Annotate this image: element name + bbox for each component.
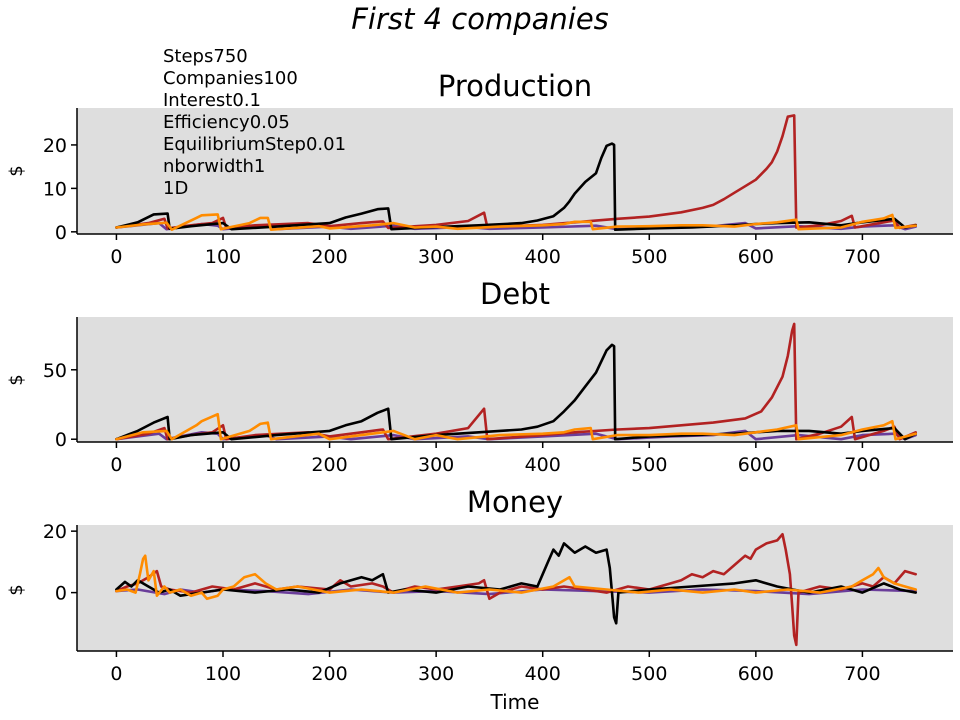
x-tick-label: 300 [418,663,454,685]
x-tick-label: 0 [110,246,122,268]
y-tick-label: 0 [55,429,67,451]
figure-title: First 4 companies [351,2,609,36]
series-group [115,532,918,647]
y-tick-label: 20 [43,135,67,157]
x-tick-label: 600 [738,663,774,685]
axis-ticks: 0 100 200 300 400 500 600 700 0 50 [43,360,881,476]
panel-money: Money $ 0 100 200 300 400 500 600 700 0 20 Time [6,485,953,714]
series-group [115,322,918,441]
y-tick-label: 20 [43,521,67,543]
x-tick-label: 200 [311,246,347,268]
x-axis-label: Time [490,690,540,714]
param-dimension: 1D [163,178,188,199]
x-tick-label: 600 [738,454,774,476]
param-equilibrium-step: EquilibriumStep0.01 [163,134,346,155]
x-tick-label: 100 [205,246,241,268]
y-axis-label: $ [6,165,27,176]
panel-production: Production $ 0 100 200 300 400 500 600 700 0 10 20 [6,69,953,268]
axis-ticks: 0 100 200 300 400 500 600 700 0 10 20 [43,135,881,268]
x-tick-label: 700 [844,454,880,476]
panel-title: Money [467,485,563,519]
x-tick-label: 500 [631,246,667,268]
series-line-4 [115,554,918,601]
y-tick-label: 0 [55,222,67,244]
series-line-4 [115,412,918,441]
series-group [115,114,918,231]
panel-title: Production [438,69,592,103]
x-tick-label: 400 [525,246,561,268]
axis-ticks: 0 100 200 300 400 500 600 700 0 20 [43,521,881,685]
x-tick-label: 300 [418,246,454,268]
y-tick-label: 0 [55,583,67,605]
x-tick-label: 700 [844,246,880,268]
x-tick-label: 100 [205,454,241,476]
series-line-4 [115,213,918,231]
x-tick-label: 0 [110,663,122,685]
y-axis-label: $ [6,584,27,595]
x-tick-label: 0 [110,454,122,476]
x-tick-label: 200 [311,663,347,685]
panel-debt: Debt $ 0 100 200 300 400 500 600 700 0 50 [6,277,953,476]
param-companies: Companies100 [163,68,298,89]
y-axis-label: $ [6,374,27,385]
x-tick-label: 600 [738,246,774,268]
x-tick-label: 500 [631,663,667,685]
x-tick-label: 500 [631,454,667,476]
x-tick-label: 400 [525,663,561,685]
panel-title: Debt [480,277,550,311]
param-efficiency: Efficiency0.05 [163,112,290,133]
x-tick-label: 300 [418,454,454,476]
plot-area [77,108,953,234]
plot-area [77,317,953,442]
x-tick-label: 100 [205,663,241,685]
x-tick-label: 200 [311,454,347,476]
x-tick-label: 400 [525,454,561,476]
y-tick-label: 50 [43,360,67,382]
params-annotation: Steps750 Companies100 Interest0.1 Effici… [163,46,346,199]
param-steps: Steps750 [163,46,248,67]
param-interest: Interest0.1 [163,90,261,111]
x-tick-label: 700 [844,663,880,685]
param-nborwidth: nborwidth1 [163,156,265,177]
series-line-2 [115,532,918,647]
y-tick-label: 10 [43,178,67,200]
